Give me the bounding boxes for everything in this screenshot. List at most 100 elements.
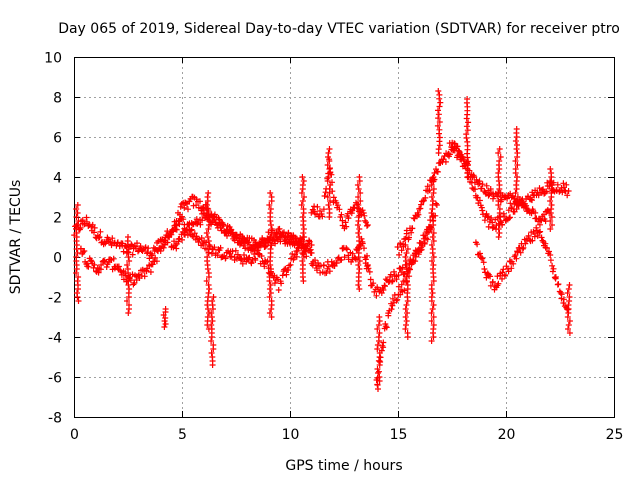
data-point [495, 234, 502, 240]
data-point [547, 166, 554, 172]
data-point [417, 205, 424, 212]
data-point [179, 236, 185, 243]
data-point [514, 150, 521, 156]
data-point [205, 214, 212, 220]
data-point [430, 230, 437, 236]
data-point [266, 310, 273, 316]
data-point [321, 193, 328, 199]
data-point [548, 170, 555, 176]
data-point [547, 178, 554, 184]
data-point [464, 127, 471, 134]
data-point [173, 226, 180, 233]
data-point [426, 187, 433, 194]
data-point [75, 218, 82, 224]
y-tick-label: 0 [53, 251, 62, 267]
data-point [73, 214, 80, 220]
data-point [267, 210, 274, 216]
data-point [205, 226, 212, 232]
data-point [314, 203, 321, 210]
data-point [210, 294, 217, 300]
data-point [495, 150, 502, 156]
data-point [520, 244, 527, 251]
data-point [210, 213, 217, 220]
data-point [428, 210, 435, 216]
data-point [557, 289, 564, 296]
data-point [345, 215, 352, 222]
data-point [279, 230, 286, 237]
data-point [211, 244, 218, 251]
data-point [217, 244, 224, 251]
data-point [97, 228, 104, 235]
data-point [415, 211, 422, 218]
data-point [404, 282, 411, 288]
data-point [459, 154, 466, 160]
data-point [356, 174, 363, 180]
data-point [125, 310, 132, 316]
data-point [543, 188, 550, 195]
data-point [267, 234, 273, 240]
data-point [205, 190, 212, 196]
data-point [110, 255, 117, 262]
data-point [566, 294, 573, 300]
data-point [327, 170, 334, 176]
data-point [349, 250, 356, 257]
data-point [220, 221, 226, 228]
data-point [429, 290, 436, 296]
grid [74, 57, 614, 417]
data-point [298, 242, 305, 248]
data-point [428, 194, 435, 200]
data-point [548, 202, 555, 208]
data-point [376, 374, 383, 380]
data-point [301, 234, 308, 240]
x-tick-label: 10 [282, 427, 300, 443]
data-point [465, 158, 472, 165]
data-point [355, 230, 362, 236]
data-point [564, 290, 571, 296]
data-point [222, 255, 229, 261]
data-point [124, 298, 130, 304]
data-point [464, 96, 471, 102]
data-point [74, 250, 81, 256]
data-point [496, 158, 503, 164]
data-point [454, 143, 461, 150]
data-point [323, 269, 330, 276]
data-point [552, 274, 559, 280]
y-tick-label: -6 [48, 371, 62, 387]
data-point [410, 257, 417, 264]
data-point [512, 138, 519, 144]
data-point [301, 194, 307, 200]
data-point [204, 210, 210, 216]
data-point [279, 272, 286, 279]
data-point [505, 268, 512, 275]
data-point [134, 240, 140, 247]
data-point [336, 206, 343, 213]
data-point [425, 229, 432, 235]
data-point [479, 207, 486, 214]
data-point [499, 275, 505, 282]
data-point [435, 146, 442, 153]
data-point [367, 276, 374, 283]
data-point [145, 245, 152, 252]
data-point [103, 264, 110, 270]
data-point [430, 314, 437, 320]
data-point [364, 222, 371, 228]
data-point [197, 221, 204, 228]
data-point [187, 227, 194, 234]
data-point [409, 225, 416, 232]
data-point [123, 250, 130, 256]
data-point [550, 265, 557, 272]
data-point [517, 249, 524, 256]
data-point [442, 158, 449, 165]
data-point [565, 286, 572, 292]
data-point [343, 223, 350, 230]
data-point [267, 190, 274, 196]
y-axis-label: SDTVAR / TECUs [8, 180, 24, 295]
data-point [554, 181, 561, 188]
data-point [566, 318, 573, 324]
data-point [75, 274, 82, 280]
data-point [325, 174, 332, 180]
data-point [75, 298, 82, 304]
data-point [338, 211, 345, 218]
data-point [436, 119, 443, 125]
data-point [278, 280, 285, 287]
